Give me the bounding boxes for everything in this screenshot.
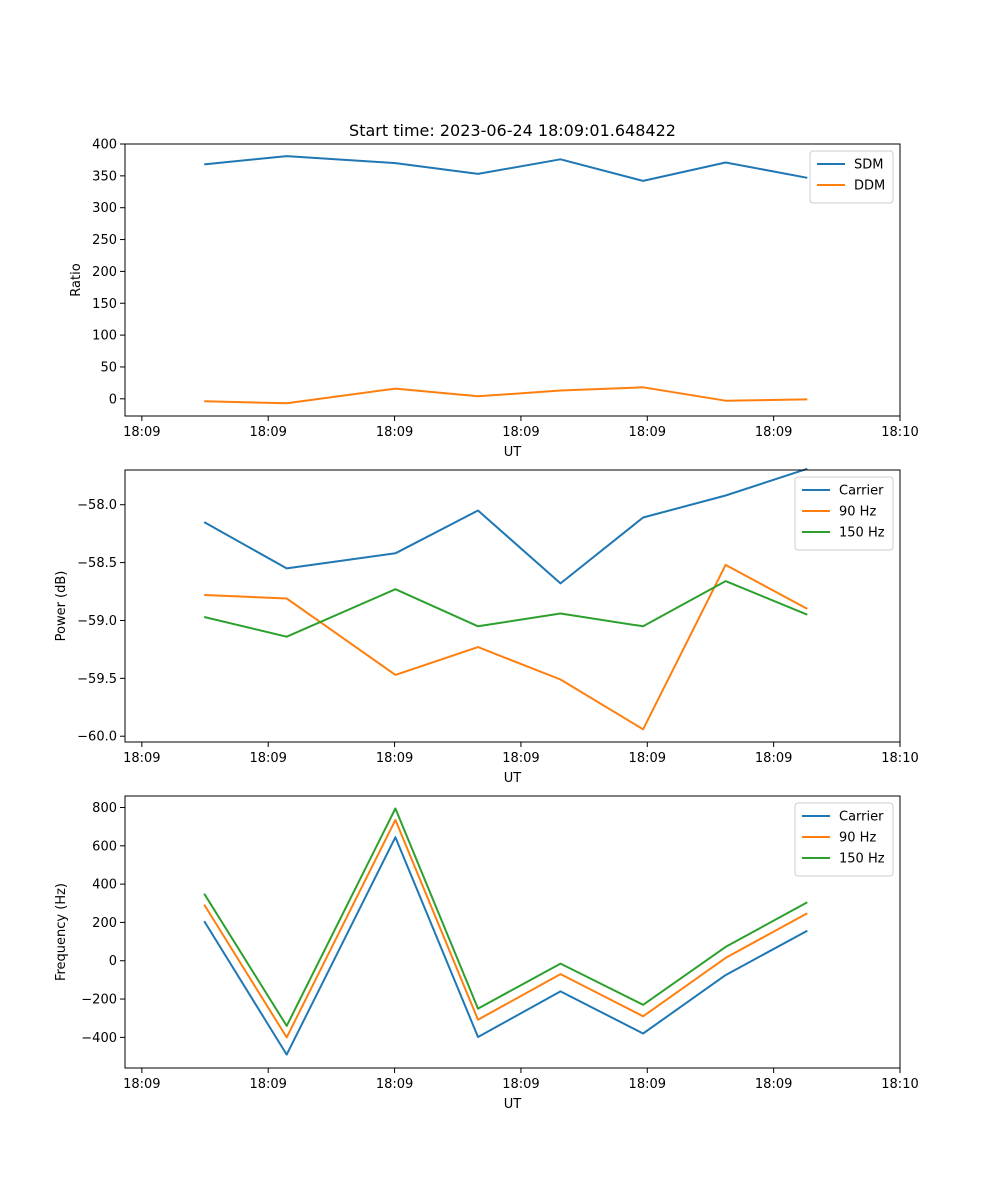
- y-tick-label: 250: [92, 233, 117, 248]
- x-tick-label: 18:09: [123, 1077, 160, 1092]
- y-tick-label: 600: [92, 839, 117, 854]
- x-tick-label: 18:09: [376, 1077, 413, 1092]
- x-tick-label: 18:09: [502, 1077, 539, 1092]
- series-line-sdm: [204, 155, 808, 182]
- x-tick-label: 18:09: [249, 751, 286, 766]
- y-tick-label: 400: [92, 138, 117, 153]
- y-tick-label: −400: [81, 1031, 117, 1046]
- y-tick-label: 0: [109, 392, 117, 407]
- x-tick-label: 18:09: [502, 425, 539, 440]
- y-axis-label: Ratio: [69, 263, 84, 296]
- x-tick-label: 18:09: [755, 1077, 792, 1092]
- y-tick-label: −59.5: [77, 672, 117, 687]
- x-tick-label: 18:09: [502, 751, 539, 766]
- y-tick-label: 800: [92, 801, 117, 816]
- x-tick-label: 18:09: [123, 751, 160, 766]
- legend-label: 150 Hz: [839, 526, 885, 541]
- y-tick-label: 350: [92, 169, 117, 184]
- chart-title: Start time: 2023-06-24 18:09:01.648422: [349, 121, 676, 140]
- y-tick-label: 400: [92, 878, 117, 893]
- x-tick-label: 18:09: [376, 751, 413, 766]
- y-tick-label: −58.5: [77, 556, 117, 571]
- series-line-90-hz: [203, 818, 808, 1039]
- y-tick-label: −59.0: [77, 614, 117, 629]
- series-line-ddm: [204, 386, 808, 405]
- series-line-150-hz: [203, 580, 808, 638]
- legend-label: 90 Hz: [839, 831, 876, 846]
- ratio-panel: 18:09 18:09 18:09 18:09 18:09 18:09 18:10 0 50 10…: [69, 138, 919, 461]
- x-tick-label: 18:10: [881, 425, 918, 440]
- y-tick-label: −200: [81, 993, 117, 1008]
- legend-label: 150 Hz: [839, 852, 885, 867]
- x-tick-label: 18:09: [123, 425, 160, 440]
- x-axis-label: UT: [504, 771, 522, 786]
- legend-label: Carrier: [839, 484, 884, 499]
- axes-frame: [124, 469, 901, 743]
- y-tick-label: 150: [92, 297, 117, 312]
- y-tick-label: 100: [92, 329, 117, 344]
- axes-frame: [124, 795, 901, 1069]
- series-line-carrier: [203, 836, 808, 1056]
- x-tick-label: 18:10: [881, 751, 918, 766]
- x-tick-label: 18:09: [249, 1077, 286, 1092]
- series-line-90-hz: [204, 563, 808, 731]
- y-axis-label: Power (dB): [54, 571, 69, 642]
- series-line-150-hz: [203, 807, 808, 1027]
- y-tick-label: 200: [92, 265, 117, 280]
- x-tick-label: 18:09: [755, 751, 792, 766]
- x-tick-label: 18:09: [629, 751, 666, 766]
- y-tick-label: 300: [92, 201, 117, 216]
- axes-frame: [124, 143, 901, 417]
- legend-label: 90 Hz: [839, 505, 876, 520]
- x-axis-label: UT: [504, 1097, 522, 1112]
- x-tick-label: 18:09: [629, 425, 666, 440]
- x-tick-label: 18:09: [376, 425, 413, 440]
- x-tick-label: 18:10: [881, 1077, 918, 1092]
- legend-label: SDM: [854, 158, 883, 173]
- y-axis-label: Frequency (Hz): [54, 883, 69, 981]
- x-axis-label: UT: [504, 445, 522, 460]
- series-line-carrier: [203, 467, 808, 585]
- y-tick-label: −60.0: [77, 730, 117, 745]
- frequency-panel: 18:09 18:09 18:09 18:09 18:09 18:09 18:10 −400 −…: [54, 795, 919, 1112]
- y-tick-label: 0: [109, 954, 117, 969]
- x-tick-label: 18:09: [755, 425, 792, 440]
- y-tick-label: 200: [92, 916, 117, 931]
- legend-label: DDM: [854, 179, 885, 194]
- power-panel: 18:09 18:09 18:09 18:09 18:09 18:09 18:10 −60.0…: [54, 467, 919, 786]
- legend-label: Carrier: [839, 810, 884, 825]
- y-tick-label: −58.0: [77, 498, 117, 513]
- x-tick-label: 18:09: [629, 1077, 666, 1092]
- y-tick-label: 50: [100, 360, 117, 375]
- x-tick-label: 18:09: [249, 425, 286, 440]
